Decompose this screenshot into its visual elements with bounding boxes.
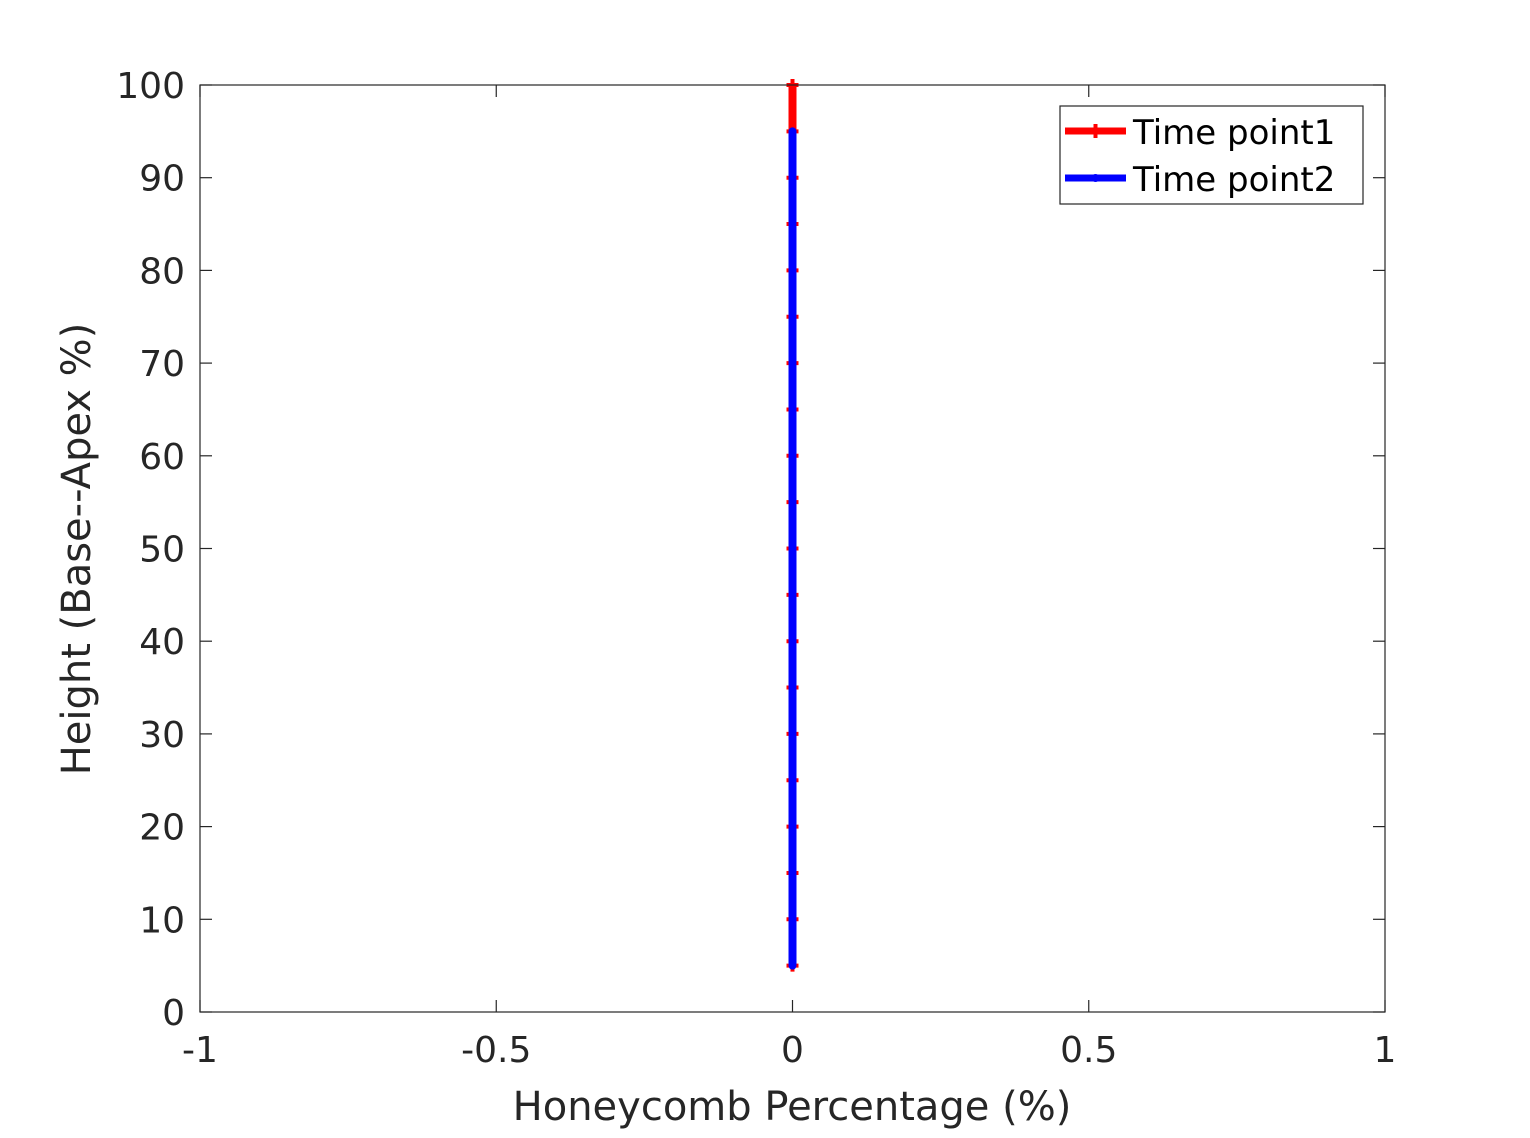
- y-tick-label: 100: [116, 66, 185, 107]
- plot-frame: [199, 84, 1386, 1013]
- data-point: [788, 312, 797, 321]
- data-point: [788, 266, 797, 275]
- x-tick-label: -0.5: [461, 1030, 531, 1071]
- legend-marker-time-point2: [1091, 174, 1100, 182]
- data-point: [788, 451, 797, 460]
- data-point: [788, 822, 797, 831]
- data-point: [788, 683, 797, 692]
- y-tick-label: 60: [139, 437, 185, 478]
- data-point: [788, 961, 797, 970]
- legend-marker-time-point1: [1088, 124, 1103, 138]
- x-tick-label: 0: [781, 1030, 804, 1071]
- y-tick-label: 10: [139, 900, 185, 941]
- y-tick-label: 50: [139, 530, 185, 571]
- data-point: [788, 915, 797, 924]
- data-point: [788, 637, 797, 646]
- legend-label-time-point1: Time point1: [1132, 113, 1335, 153]
- x-tick-label: -1: [182, 1030, 218, 1071]
- x-tick-label: 0.5: [1060, 1030, 1117, 1071]
- legend-entry-time-point2: Time point2: [1065, 160, 1335, 200]
- y-tick-label: 20: [139, 808, 185, 849]
- data-point: [788, 220, 797, 229]
- y-tick-label: 30: [139, 715, 185, 756]
- series-1: [788, 127, 797, 970]
- x-tick-label: 1: [1374, 1030, 1397, 1071]
- y-tick-label: 90: [139, 159, 185, 200]
- x-axis-title: Honeycomb Percentage (%): [513, 1084, 1072, 1130]
- data-point: [788, 776, 797, 785]
- data-point: [788, 729, 797, 738]
- y-tick-label: 80: [139, 251, 185, 292]
- data-point: [788, 544, 797, 553]
- y-tick-label: 0: [162, 993, 185, 1034]
- data-point: [788, 127, 797, 136]
- legend-entry-time-point1: Time point1: [1065, 113, 1335, 153]
- legend-box: [1059, 105, 1364, 205]
- data-point: [788, 590, 797, 599]
- data-point: [788, 498, 797, 507]
- y-tick-label: 70: [139, 344, 185, 385]
- data-point: [788, 405, 797, 414]
- data-point: [788, 359, 797, 368]
- legend-label-time-point2: Time point2: [1132, 160, 1335, 200]
- y-tick-label: 40: [139, 622, 185, 663]
- legend: Time point1 Time point2: [1059, 105, 1364, 205]
- y-axis-title: Height (Base--Apex %): [54, 323, 100, 776]
- data-point: [788, 173, 797, 182]
- data-point: [788, 868, 797, 877]
